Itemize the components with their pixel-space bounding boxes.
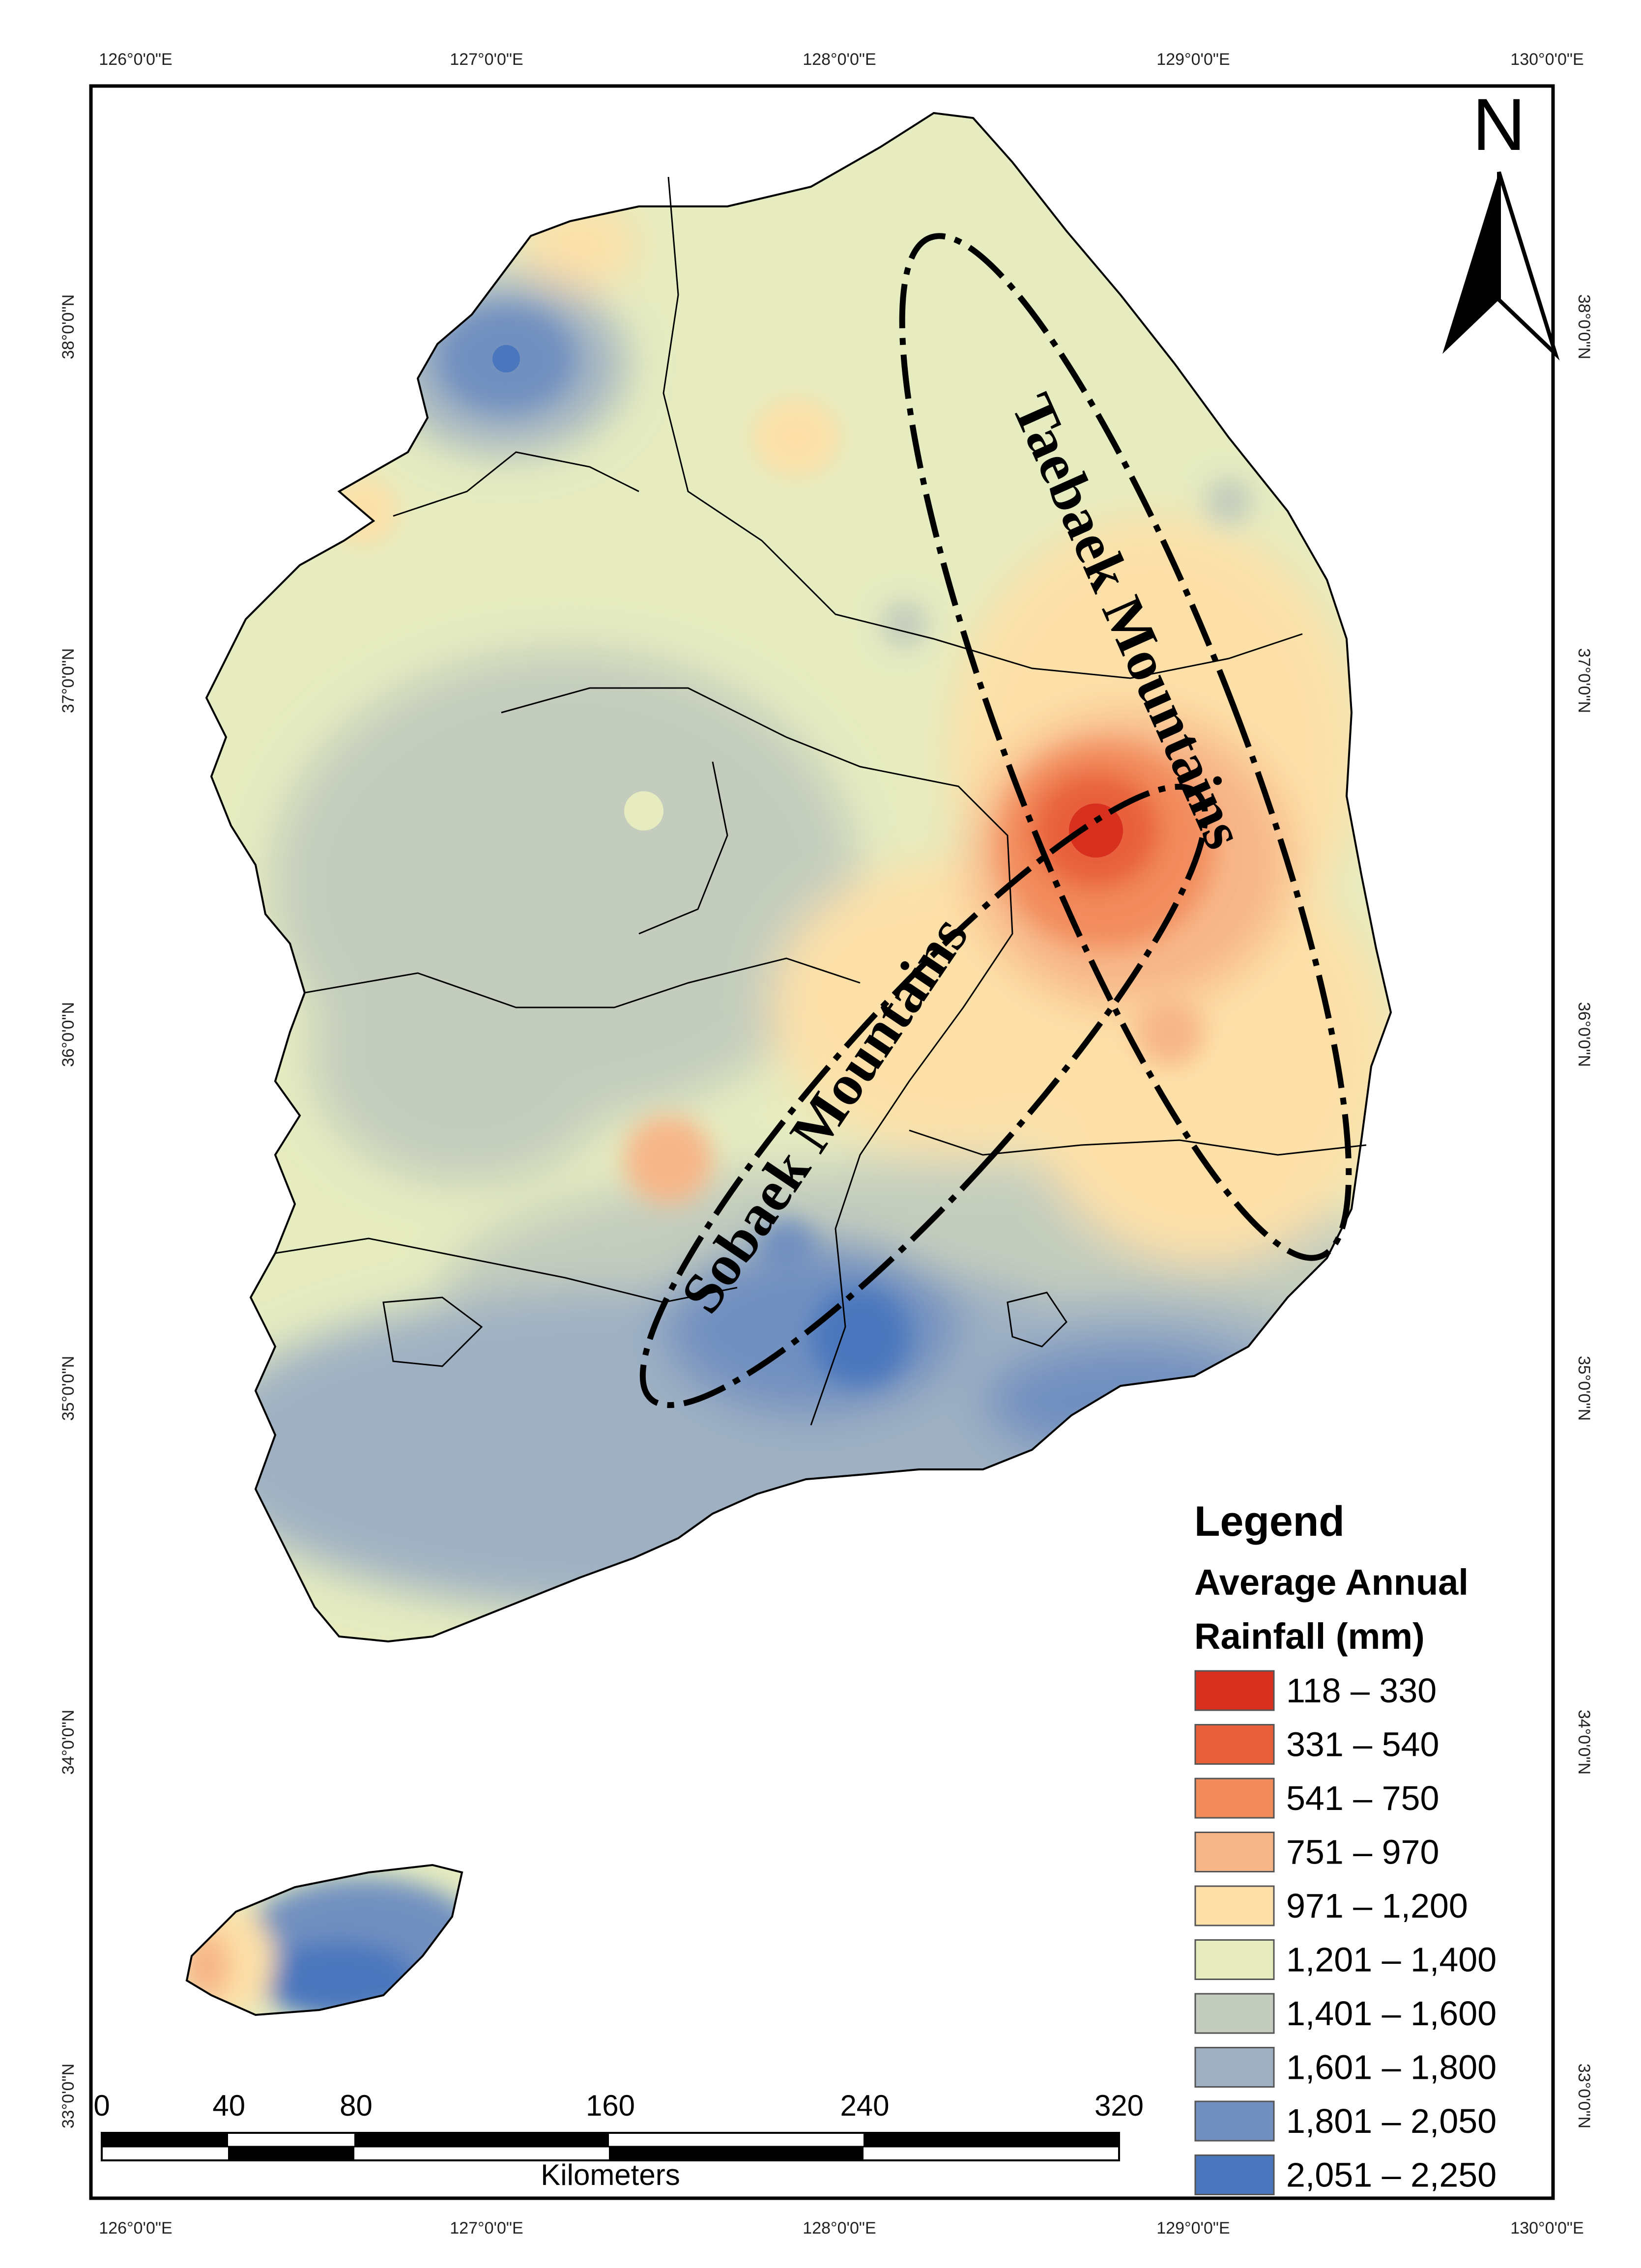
- lat-label-right-35: 35°0'0"N: [1575, 1356, 1593, 1421]
- scale-tick-label: 0: [93, 2089, 110, 2122]
- north-label: N: [1472, 83, 1526, 166]
- north-arrow: N: [1442, 83, 1560, 361]
- lat-label-left-33: 33°0'0"N: [59, 2064, 78, 2128]
- lat-label-left-38: 38°0'0"N: [59, 294, 78, 359]
- lat-label-right-38: 38°0'0"N: [1575, 294, 1593, 359]
- lon-label-top-130: 130°0'0"E: [1510, 50, 1583, 69]
- scale-tick-label: 40: [212, 2089, 245, 2122]
- lat-label-right-33: 33°0'0"N: [1575, 2064, 1593, 2128]
- scale-unit: Kilometers: [541, 2158, 680, 2191]
- legend-swatch: [1194, 1885, 1275, 1926]
- legend-label: 1,201 – 1,400: [1286, 1941, 1497, 1979]
- legend-swatch: [1194, 1670, 1275, 1711]
- lon-label-top-129: 129°0'0"E: [1156, 50, 1230, 69]
- lon-label-top-127: 127°0'0"E: [450, 50, 523, 69]
- sobaek-ellipse: [639, 783, 1209, 1408]
- legend-label: 118 – 330: [1286, 1671, 1437, 1710]
- scale-tick-label: 320: [1094, 2089, 1144, 2122]
- legend-swatch: [1194, 2154, 1275, 2195]
- legend-swatch: [1194, 1724, 1275, 1765]
- legend-subtitle-line1: Average Annual: [1194, 1562, 1468, 1603]
- legend-label: 331 – 540: [1286, 1725, 1439, 1764]
- lat-label-right-34: 34°0'0"N: [1575, 1710, 1593, 1775]
- taebaek-ellipse: [899, 233, 1352, 1261]
- legend-label: 751 – 970: [1286, 1833, 1439, 1871]
- legend-label: 2,051 – 2,250: [1286, 2156, 1497, 2194]
- scale-tick-label: 80: [340, 2089, 373, 2122]
- legend-title: Legend: [1194, 1498, 1345, 1545]
- lon-label-bottom-127: 127°0'0"E: [450, 2219, 523, 2238]
- lon-label-bottom-126: 126°0'0"E: [99, 2219, 172, 2238]
- legend-items: 118 – 330 331 – 540 541 – 750 751 – 970 971 …: [1194, 1670, 1497, 2195]
- mountain-ellipses: [639, 233, 1352, 1408]
- legend-swatch: [1194, 1778, 1275, 1819]
- legend: Legend Average Annual Rainfall (mm) 118 …: [1194, 1498, 1497, 2195]
- legend-swatch: [1194, 1832, 1275, 1872]
- legend-label: 971 – 1,200: [1286, 1887, 1468, 1925]
- lon-label-bottom-130: 130°0'0"E: [1510, 2219, 1583, 2238]
- legend-subtitle-line2: Rainfall (mm): [1194, 1616, 1425, 1657]
- lon-label-top-128: 128°0'0"E: [803, 50, 876, 69]
- graticule: 126°0'0"E 127°0'0"E 128°0'0"E 129°0'0"E …: [59, 50, 1593, 2238]
- lon-label-bottom-128: 128°0'0"E: [803, 2219, 876, 2238]
- north-arrow-icon: [1442, 171, 1560, 361]
- scale-tick-label: 160: [586, 2089, 635, 2122]
- legend-swatch: [1194, 1993, 1275, 2034]
- lat-label-right-36: 36°0'0"N: [1575, 1002, 1593, 1067]
- lat-label-left-37: 37°0'0"N: [59, 648, 78, 713]
- lat-label-right-37: 37°0'0"N: [1575, 648, 1593, 713]
- legend-label: 1,401 – 1,600: [1286, 1994, 1497, 2033]
- scale-tick-label: 240: [840, 2089, 889, 2122]
- lat-label-left-36: 36°0'0"N: [59, 1002, 78, 1067]
- scale-bar: 0 40 80 160 240 320 Kilometers: [93, 2089, 1144, 2191]
- legend-label: 1,801 – 2,050: [1286, 2102, 1497, 2140]
- legend-label: 541 – 750: [1286, 1779, 1439, 1817]
- scale-tick-labels: 0 40 80 160 240 320: [93, 2089, 1144, 2122]
- legend-swatch: [1194, 2047, 1275, 2088]
- legend-swatch: [1194, 2100, 1275, 2142]
- coastline: [185, 112, 1392, 2016]
- lon-label-top-126: 126°0'0"E: [99, 50, 172, 69]
- legend-label: 1,601 – 1,800: [1286, 2048, 1497, 2087]
- legend-swatch: [1194, 1939, 1275, 1980]
- lat-label-left-35: 35°0'0"N: [59, 1356, 78, 1421]
- lat-label-left-34: 34°0'0"N: [59, 1710, 78, 1775]
- lon-label-bottom-129: 129°0'0"E: [1156, 2219, 1230, 2238]
